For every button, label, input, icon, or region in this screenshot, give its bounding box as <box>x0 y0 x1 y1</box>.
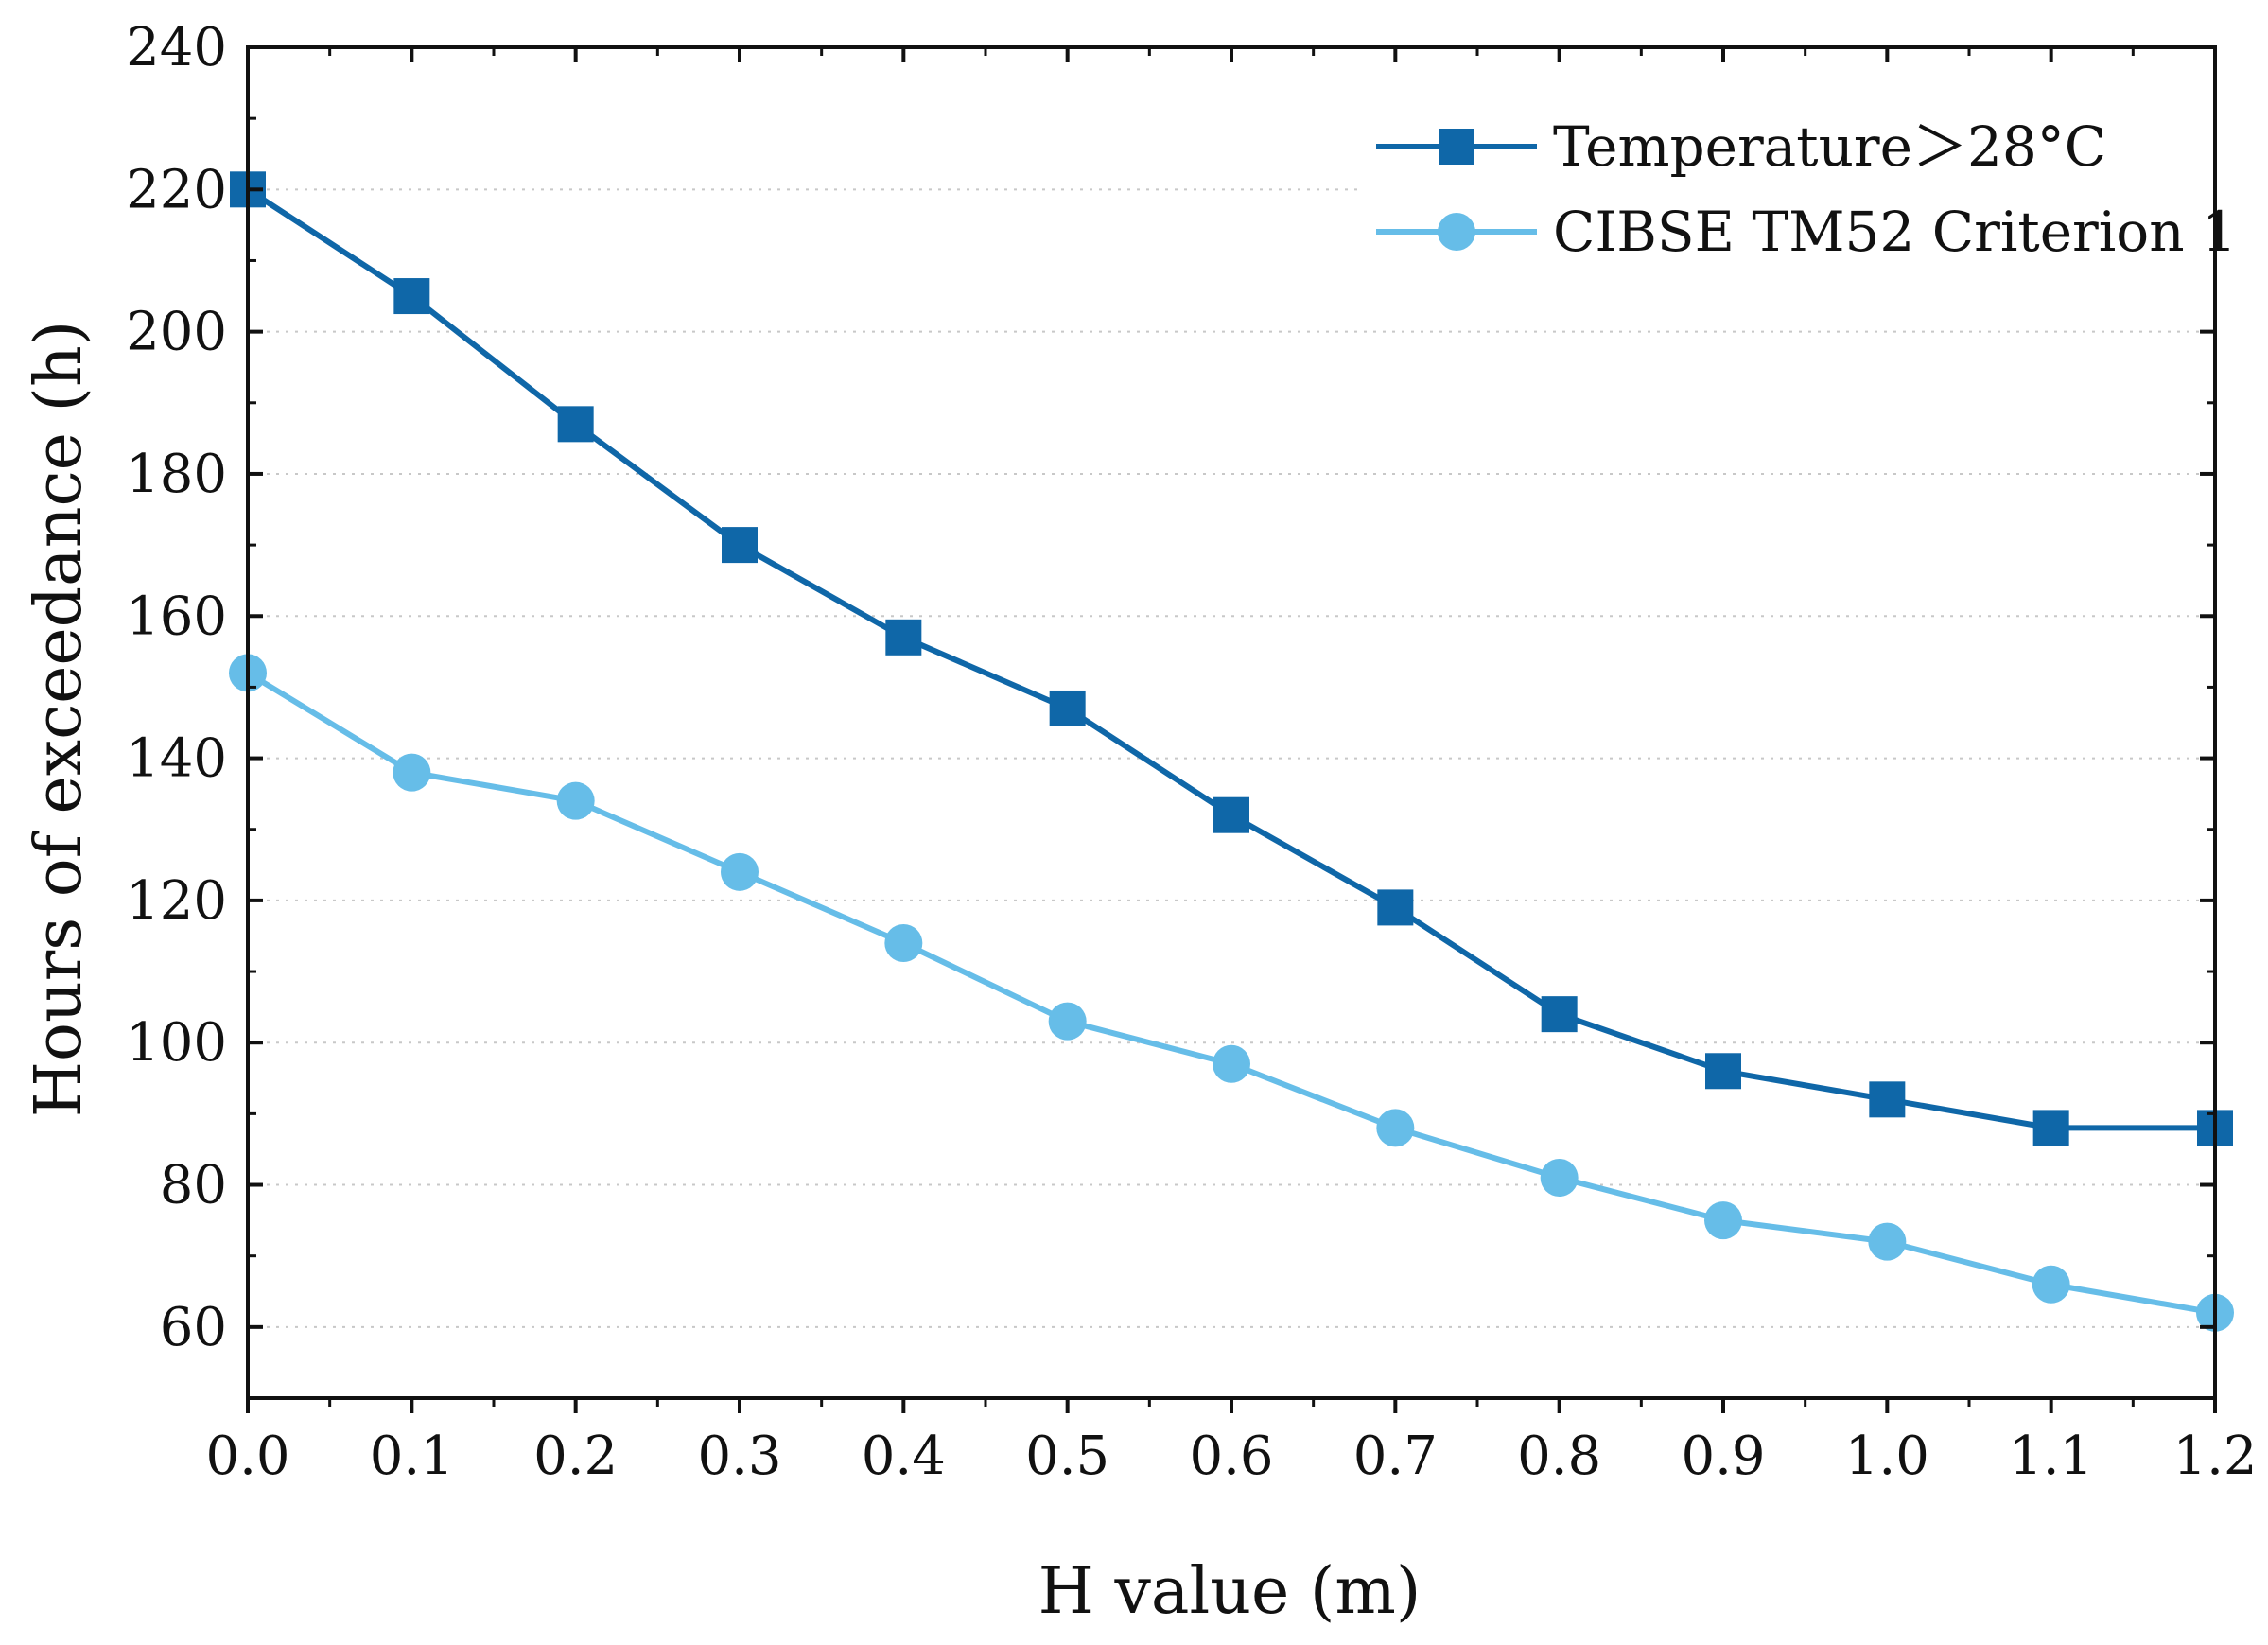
data-point-circle <box>1213 1044 1250 1083</box>
data-point-square <box>1705 1053 1741 1090</box>
x-tick-label: 0.8 <box>1517 1426 1601 1487</box>
legend-label-temperature: Temperature＞28°C <box>1553 114 2106 179</box>
x-tick-label: 0.5 <box>1025 1426 1109 1487</box>
series-line <box>246 186 2215 1131</box>
data-point-square <box>1869 1081 1906 1118</box>
legend-label-cibse: CIBSE TM52 Criterion 1 <box>1553 200 2237 264</box>
data-point-circle <box>1704 1201 1742 1240</box>
x-tick-label: 1.1 <box>2009 1426 2093 1487</box>
data-point-square <box>393 278 430 315</box>
data-point-square <box>1541 996 1578 1033</box>
data-point-circle <box>1376 1109 1415 1147</box>
data-point-square <box>2032 1110 2069 1146</box>
legend-entry-temperature: Temperature＞28°C <box>1376 114 2106 179</box>
y-tick-label: 240 <box>126 17 227 79</box>
x-tick-label: 1.0 <box>1845 1426 1929 1487</box>
legend-marker-square <box>1439 129 1474 165</box>
data-point-square <box>1377 889 1414 926</box>
legend-box <box>1362 112 2213 291</box>
tick-labels: 60 80 100 120 140 160 180 200 220 240 0.0 0.1 0.2 0.3… <box>126 17 2257 1487</box>
y-tick-label: 60 <box>160 1297 227 1358</box>
x-tick-label: 0.6 <box>1189 1426 1273 1487</box>
data-point-square <box>1049 690 1086 726</box>
data-point-square <box>557 406 594 443</box>
x-tick-label: 0.7 <box>1353 1426 1438 1487</box>
x-tick-label: 0.0 <box>205 1426 289 1487</box>
x-tick-label: 0.4 <box>862 1426 946 1487</box>
series-line <box>246 670 2216 1316</box>
x-tick-label: 0.3 <box>697 1426 781 1487</box>
x-axis-title: H value (m) <box>1038 1554 1422 1629</box>
series-cibse <box>229 654 2234 1332</box>
legend-entry-cibse: CIBSE TM52 Criterion 1 <box>1376 200 2237 264</box>
x-tick-label: 1.2 <box>2172 1426 2257 1487</box>
x-tick-label: 0.9 <box>1681 1426 1765 1487</box>
data-point-circle <box>1868 1222 1907 1261</box>
data-point-square <box>885 619 922 656</box>
legend-marker-circle <box>1438 213 1475 251</box>
axis-ticks <box>246 45 2217 1413</box>
y-tick-label: 220 <box>126 159 227 220</box>
data-point-circle <box>721 852 759 891</box>
x-tick-label: 0.1 <box>370 1426 454 1487</box>
y-tick-label: 120 <box>126 870 227 932</box>
data-point-circle <box>1048 1002 1087 1041</box>
series-temperature <box>230 171 2233 1146</box>
y-tick-label: 140 <box>126 728 227 790</box>
legend: Temperature＞28°C CIBSE TM52 Criterion 1 <box>1362 112 2237 291</box>
y-axis-title: Hours of exceedance (h) <box>22 321 96 1118</box>
data-point-circle <box>556 781 595 820</box>
y-tick-label: 200 <box>126 302 227 363</box>
data-point-circle <box>884 923 923 962</box>
data-point-circle <box>393 753 431 792</box>
y-tick-label: 80 <box>160 1155 227 1216</box>
y-tick-label: 180 <box>126 444 227 505</box>
data-point-square <box>722 527 758 564</box>
series-layer <box>229 171 2234 1332</box>
y-tick-label: 160 <box>126 586 227 647</box>
x-tick-label: 0.2 <box>533 1426 618 1487</box>
data-point-square <box>1213 796 1249 833</box>
y-tick-label: 100 <box>126 1012 227 1074</box>
data-point-circle <box>1540 1159 1579 1198</box>
grid-lines <box>248 188 2215 1328</box>
data-point-circle <box>2032 1265 2070 1304</box>
